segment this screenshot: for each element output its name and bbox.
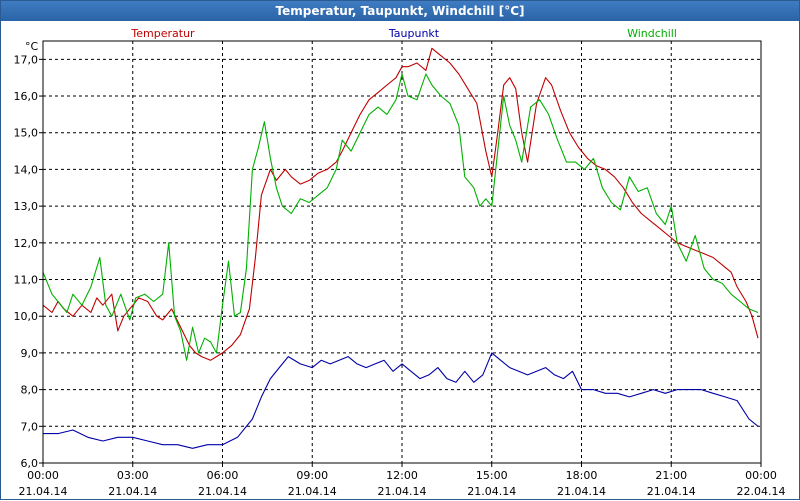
- y-tick-label: 17,0: [14, 53, 39, 66]
- x-tick-time-label: 12:00: [386, 469, 418, 482]
- x-tick-time-label: 21:00: [655, 469, 687, 482]
- legend-entry-taupunkt: Taupunkt: [388, 27, 440, 40]
- x-tick-time-label: 00:00: [27, 469, 59, 482]
- x-tick-time-label: 00:00: [745, 469, 777, 482]
- y-tick-label: 15,0: [14, 127, 39, 140]
- y-tick-label: 7,0: [21, 420, 39, 433]
- x-tick-time-label: 03:00: [117, 469, 149, 482]
- x-tick-date-label: 21.04.14: [288, 485, 337, 498]
- y-tick-label: 10,0: [14, 310, 39, 323]
- x-tick-time-label: 18:00: [566, 469, 598, 482]
- series-line-windchill: [42, 73, 759, 361]
- y-axis-ticks: 17,0 16,0 15,0 14,0 13,0 12,0 11,0 10,0 9,0 8,0 7,…: [14, 53, 43, 470]
- grid-layer: [42, 41, 762, 464]
- x-tick-date-label: 21.04.14: [108, 485, 157, 498]
- x-tick-time-label: 15:00: [476, 469, 508, 482]
- legend-entry-windchill: Windchill: [627, 27, 677, 40]
- legend-entry-temperatur: Temperatur: [130, 27, 195, 40]
- x-tick-date-label: 21.04.14: [19, 485, 68, 498]
- window-title: Temperatur, Taupunkt, Windchill [°C]: [1, 1, 799, 21]
- y-tick-label: 14,0: [14, 163, 39, 176]
- y-tick-label: 12,0: [14, 237, 39, 250]
- series-line-temperatur: [42, 47, 759, 361]
- y-tick-label: 16,0: [14, 90, 39, 103]
- y-tick-label: 6,0: [21, 457, 39, 470]
- x-axis-ticks: 00:00 21.04.14 03:00 21.04.14 06:00 21.04.14 0…: [19, 463, 786, 498]
- x-tick-date-label: 22.04.14: [737, 485, 786, 498]
- x-tick-date-label: 21.04.14: [198, 485, 247, 498]
- series-layer: [42, 47, 759, 449]
- y-tick-label: 11,0: [14, 274, 39, 287]
- y-axis-unit-label: °C: [25, 40, 39, 53]
- y-tick-label: 9,0: [21, 347, 39, 360]
- x-tick-date-label: 21.04.14: [378, 485, 427, 498]
- y-tick-label: 13,0: [14, 200, 39, 213]
- x-tick-time-label: 09:00: [296, 469, 328, 482]
- series-line-taupunkt: [43, 352, 759, 449]
- x-tick-date-label: 21.04.14: [467, 485, 516, 498]
- x-tick-date-label: 21.04.14: [647, 485, 696, 498]
- y-tick-label: 8,0: [21, 384, 39, 397]
- x-tick-time-label: 06:00: [207, 469, 239, 482]
- x-tick-date-label: 21.04.14: [557, 485, 606, 498]
- legend: Temperatur Taupunkt Windchill: [130, 27, 677, 40]
